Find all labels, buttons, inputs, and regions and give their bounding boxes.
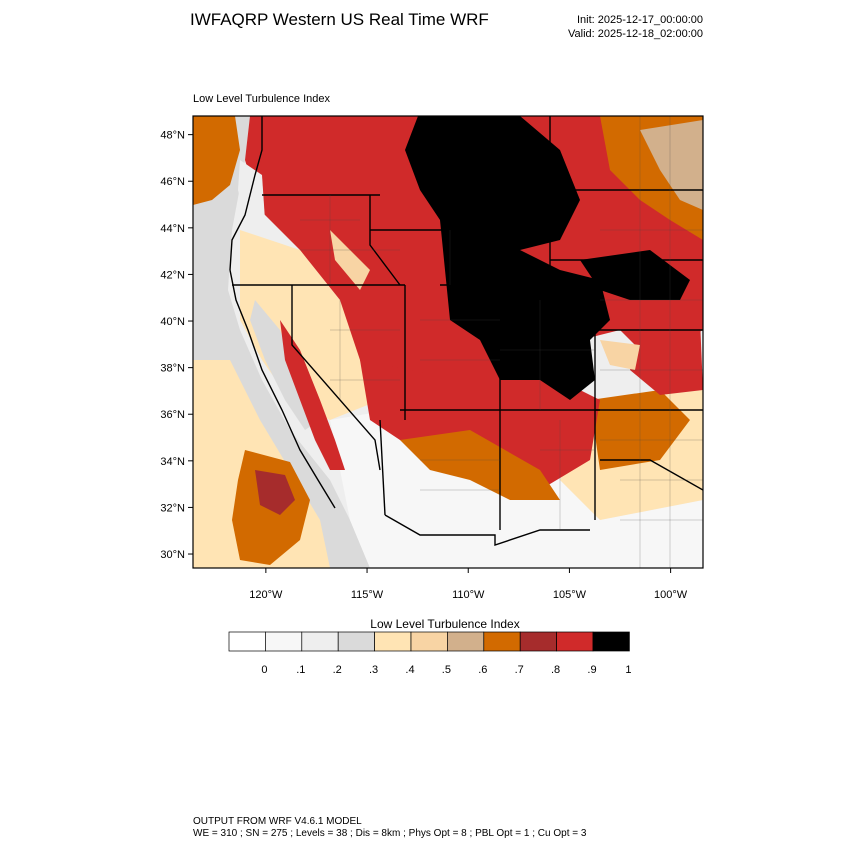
legend-label: .5	[442, 664, 451, 676]
panel-title: Low Level Turbulence Index	[193, 93, 330, 105]
legend-swatch	[265, 631, 303, 652]
legend-swatch	[519, 631, 557, 652]
legend-label: .9	[587, 664, 596, 676]
legend-swatch	[228, 631, 266, 652]
valley-streak-2	[330, 230, 370, 290]
pacific-coast-south	[229, 269, 336, 509]
latitude-axis: 48°N 46°N 44°N 42°N 40°N 38°N 36°N 34°N 32°N 30°N	[160, 130, 193, 561]
plains-red	[630, 320, 703, 395]
legend-swatch	[483, 631, 521, 652]
legend-swatch	[301, 631, 339, 652]
lat-tick-label: 40°N	[160, 316, 185, 328]
legend-colorbar	[228, 631, 630, 652]
puget-light	[238, 160, 265, 230]
footer-model-line: OUTPUT FROM WRF V4.6.1 MODEL	[193, 816, 362, 827]
legend-swatch	[410, 631, 448, 652]
id-west-border	[369, 195, 401, 286]
pacific-coast-north	[229, 116, 263, 271]
lat-tick-label: 42°N	[160, 269, 185, 281]
northeast-tan	[640, 120, 703, 210]
longitude-axis: 120°W 115°W 110°W 105°W 100°W	[249, 568, 688, 601]
black-east-lobe	[580, 250, 690, 300]
legend-swatch	[374, 631, 412, 652]
lon-tick-label: 105°W	[553, 589, 587, 601]
county-lines	[300, 116, 703, 568]
main-title: IWFAQRP Western US Real Time WRF	[190, 10, 489, 29]
lat-tick-label: 44°N	[160, 223, 185, 235]
valid-time: Valid: 2025-12-18_02:00:00	[568, 28, 703, 40]
sierra-red	[280, 320, 345, 470]
legend-label: 0	[261, 664, 267, 676]
legend-labels: 0 .1 .2 .3 .4 .5 .6 .7 .8 .9 1	[261, 664, 631, 676]
lat-tick-label: 30°N	[160, 549, 185, 561]
lat-tick-label: 38°N	[160, 363, 185, 375]
legend-swatch	[556, 631, 594, 652]
map-frame	[192, 115, 704, 569]
ca-nv-border	[291, 285, 381, 471]
mexico-border	[384, 514, 590, 546]
offshore-orange-north	[193, 116, 240, 205]
lon-tick-label: 120°W	[249, 589, 283, 601]
lat-tick-label: 46°N	[160, 176, 185, 188]
lat-tick-label: 48°N	[160, 130, 185, 142]
legend-label: .2	[333, 664, 342, 676]
legend-label: 1	[625, 664, 631, 676]
az-west-border	[379, 419, 386, 516]
map-field	[193, 116, 703, 568]
footer-params-line: WE = 310 ; SN = 275 ; Levels = 38 ; Dis …	[193, 828, 587, 839]
lon-tick-label: 115°W	[351, 589, 384, 601]
legend-swatch	[337, 631, 375, 652]
plains-tan-patch	[600, 340, 640, 370]
legend-label: .1	[296, 664, 305, 676]
map-figure: 48°N 46°N 44°N 42°N 40°N 38°N 36°N 34°N 32°N 30°N…	[160, 115, 704, 676]
black-core	[405, 116, 610, 400]
legend-swatch	[447, 631, 485, 652]
lat-tick-label: 36°N	[160, 409, 185, 421]
lat-tick-label: 34°N	[160, 456, 185, 468]
legend-swatch	[592, 631, 630, 652]
valley-streak-1	[295, 250, 340, 330]
lon-tick-label: 100°W	[654, 589, 688, 601]
legend-label: .8	[551, 664, 560, 676]
legend-label: .6	[478, 664, 487, 676]
legend-label: .3	[369, 664, 378, 676]
init-time: Init: 2025-12-17_00:00:00	[577, 14, 703, 26]
legend-label: .7	[515, 664, 524, 676]
lat-tick-label: 32°N	[160, 502, 185, 514]
lon-tick-label: 110°W	[452, 589, 485, 601]
offshore-dark-red	[255, 470, 295, 515]
legend-label: .4	[405, 664, 414, 676]
south-orange-fringe	[400, 430, 560, 500]
legend-title: Low Level Turbulence Index	[370, 617, 520, 631]
